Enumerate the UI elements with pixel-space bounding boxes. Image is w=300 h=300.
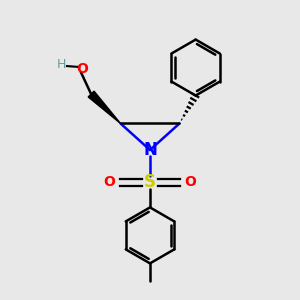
Text: S: S — [144, 173, 156, 191]
Text: O: O — [76, 62, 88, 76]
Polygon shape — [88, 91, 121, 124]
Text: O: O — [103, 176, 115, 189]
Text: O: O — [185, 176, 197, 189]
Text: H: H — [57, 58, 66, 71]
Text: N: N — [143, 141, 157, 159]
